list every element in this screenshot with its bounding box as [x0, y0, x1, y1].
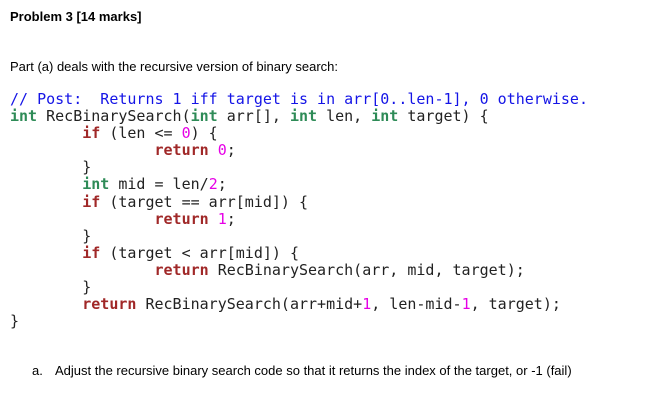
code-token-plain: }: [10, 278, 92, 297]
code-line: return 1;: [10, 209, 588, 228]
code-line: }: [10, 226, 588, 245]
code-token-type: int: [371, 107, 399, 126]
code-token-plain: (target < arr[mid]) {: [100, 243, 299, 262]
code-token-plain: ) {: [190, 124, 218, 143]
code-token-plain: [10, 141, 155, 159]
code-token-num: 2: [208, 175, 218, 194]
code-token-plain: [10, 261, 155, 279]
question-a: a. Adjust the recursive binary search cod…: [32, 363, 572, 378]
code-token-plain: ;: [226, 209, 236, 228]
code-line: int mid = len/2;: [10, 176, 588, 193]
code-token-plain: mid = len/: [109, 175, 209, 194]
problem-title: Problem 3 [14 marks]: [10, 9, 142, 24]
question-label: a.: [32, 363, 43, 378]
code-token-plain: [209, 210, 218, 228]
code-token-type: int: [10, 107, 38, 126]
code-token-type: int: [82, 175, 110, 194]
code-token-plain: ;: [226, 141, 236, 160]
code-token-num: 1: [362, 295, 372, 314]
code-token-plain: RecBinarySearch(: [37, 107, 191, 126]
code-token-plain: , len-mid-: [371, 295, 462, 314]
code-line: }: [10, 313, 588, 330]
code-token-kw: if: [82, 124, 101, 143]
code-token-num: 1: [217, 209, 227, 228]
code-token-plain: arr[],: [217, 107, 290, 126]
code-token-plain: [10, 210, 155, 228]
code-token-plain: [10, 124, 82, 142]
code-token-kw: if: [82, 192, 101, 211]
code-token-kw: return: [154, 209, 209, 228]
code-token-plain: len,: [317, 107, 372, 126]
code-token-plain: }: [10, 226, 92, 245]
code-line: if (target == arr[mid]) {: [10, 192, 588, 211]
code-token-plain: [10, 244, 82, 262]
code-token-plain: }: [10, 158, 92, 177]
code-token-plain: ;: [217, 175, 227, 194]
code-token-plain: target) {: [398, 107, 489, 126]
code-line: return 0;: [10, 142, 588, 159]
code-token-plain: RecBinarySearch(arr+mid+: [136, 295, 363, 314]
code-token-plain: , target);: [470, 295, 561, 314]
code-token-plain: (len <=: [100, 124, 182, 143]
code-token-kw: return: [154, 260, 209, 279]
code-line: if (target < arr[mid]) {: [10, 243, 588, 262]
code-token-kw: return: [154, 141, 209, 160]
code-line: }: [10, 159, 588, 176]
code-line: if (len <= 0) {: [10, 125, 588, 142]
code-token-plain: }: [10, 312, 20, 331]
question-text: Adjust the recursive binary search code …: [55, 363, 572, 378]
code-token-plain: [209, 141, 218, 159]
code-line: return RecBinarySearch(arr+mid+1, len-mi…: [10, 296, 588, 313]
code-token-num: 0: [181, 124, 191, 143]
code-token-comment: // Post: Returns 1 iff target is in arr[…: [10, 90, 588, 108]
code-token-num: 0: [217, 141, 227, 160]
code-token-num: 1: [461, 295, 471, 314]
code-token-plain: (target == arr[mid]) {: [100, 192, 309, 211]
code-line: }: [10, 278, 588, 297]
code-token-type: int: [190, 107, 218, 126]
code-token-plain: RecBinarySearch(arr, mid, target);: [208, 260, 525, 279]
code-token-kw: if: [82, 243, 101, 262]
code-token-plain: [10, 295, 82, 313]
code-token-kw: return: [82, 295, 137, 314]
intro-text: Part (a) deals with the recursive versio…: [10, 59, 339, 74]
code-line: return RecBinarySearch(arr, mid, target)…: [10, 260, 588, 279]
code-line: // Post: Returns 1 iff target is in arr[…: [10, 90, 588, 108]
code-block: // Post: Returns 1 iff target is in arr[…: [10, 90, 588, 330]
code-token-plain: [10, 193, 82, 211]
code-token-plain: [10, 175, 82, 193]
code-line: int RecBinarySearch(int arr[], int len, …: [10, 108, 588, 125]
code-token-type: int: [289, 107, 318, 126]
